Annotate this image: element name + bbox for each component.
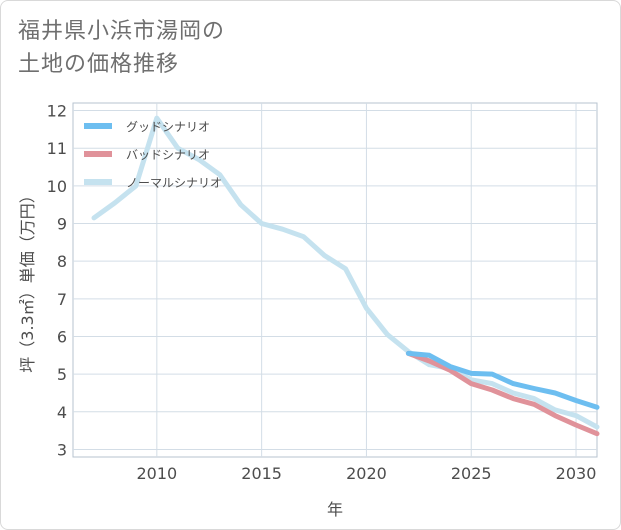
chart-title: 福井県小浜市湯岡の 土地の価格推移 bbox=[18, 15, 378, 81]
x-axis-label: 年 bbox=[327, 500, 343, 519]
y-tick-label: 10 bbox=[47, 177, 67, 196]
series-line-3 bbox=[91, 115, 600, 430]
chart-title-line-1: 福井県小浜市湯岡の bbox=[18, 19, 226, 44]
y-tick-label: 12 bbox=[47, 102, 67, 121]
x-tick-label: 2025 bbox=[451, 464, 492, 483]
series-line-1 bbox=[405, 350, 600, 410]
y-tick-label: 4 bbox=[57, 403, 67, 422]
legend-label: バッドシナリオ bbox=[126, 148, 210, 162]
legend-label: ノーマルシナリオ bbox=[126, 176, 222, 190]
series-line-2 bbox=[405, 350, 600, 437]
x-tick-label: 2020 bbox=[346, 464, 387, 483]
y-tick-label: 6 bbox=[57, 327, 67, 346]
y-tick-label: 8 bbox=[57, 252, 67, 271]
y-tick-label: 7 bbox=[57, 290, 67, 309]
y-tick-label: 9 bbox=[57, 215, 67, 234]
y-tick-label: 3 bbox=[57, 440, 67, 459]
y-axis-label: 坪（3.3㎡）単価（万円） bbox=[18, 187, 37, 372]
chart-title-line-2: 土地の価格推移 bbox=[18, 52, 180, 77]
x-tick-label: 2015 bbox=[241, 464, 282, 483]
legend-label: グッドシナリオ bbox=[126, 120, 210, 134]
y-tick-label: 11 bbox=[47, 139, 67, 158]
y-tick-label: 5 bbox=[57, 365, 67, 384]
x-tick-label: 2010 bbox=[136, 464, 177, 483]
x-tick-label: 2030 bbox=[556, 464, 597, 483]
